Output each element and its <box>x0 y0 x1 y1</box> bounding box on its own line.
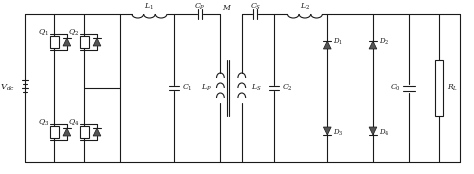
Text: $V_{dc}$: $V_{dc}$ <box>0 83 15 93</box>
Text: $Q_2$: $Q_2$ <box>68 28 79 38</box>
Polygon shape <box>369 127 377 135</box>
Polygon shape <box>323 127 331 135</box>
Polygon shape <box>369 41 377 49</box>
Text: $L_2$: $L_2$ <box>300 2 310 12</box>
Text: $C_2$: $C_2$ <box>282 83 292 93</box>
Text: $D_1$: $D_1$ <box>333 37 343 47</box>
Text: $L_P$: $L_P$ <box>201 83 212 93</box>
Bar <box>435 60 443 116</box>
Bar <box>80 126 89 138</box>
Text: $Q_4$: $Q_4$ <box>68 118 79 128</box>
Text: $D_3$: $D_3$ <box>333 128 344 138</box>
Polygon shape <box>63 128 71 136</box>
Text: $C_1$: $C_1$ <box>182 83 192 93</box>
Text: $D_2$: $D_2$ <box>379 37 389 47</box>
Text: $C_0$: $C_0$ <box>390 83 401 93</box>
Text: $R_L$: $R_L$ <box>447 83 458 93</box>
Text: $Q_1$: $Q_1$ <box>38 28 49 38</box>
Text: $L_S$: $L_S$ <box>252 83 262 93</box>
Text: $L_1$: $L_1$ <box>145 2 155 12</box>
Polygon shape <box>93 38 101 46</box>
Bar <box>80 36 89 48</box>
Text: $C_S$: $C_S$ <box>250 2 261 12</box>
Text: $Q_3$: $Q_3$ <box>37 118 49 128</box>
Polygon shape <box>323 41 331 49</box>
Text: $D_4$: $D_4$ <box>379 128 390 138</box>
Polygon shape <box>93 128 101 136</box>
Bar <box>50 126 59 138</box>
Bar <box>50 36 59 48</box>
Text: $M$: $M$ <box>222 2 232 11</box>
Polygon shape <box>63 38 71 46</box>
Text: $C_P$: $C_P$ <box>194 2 206 12</box>
